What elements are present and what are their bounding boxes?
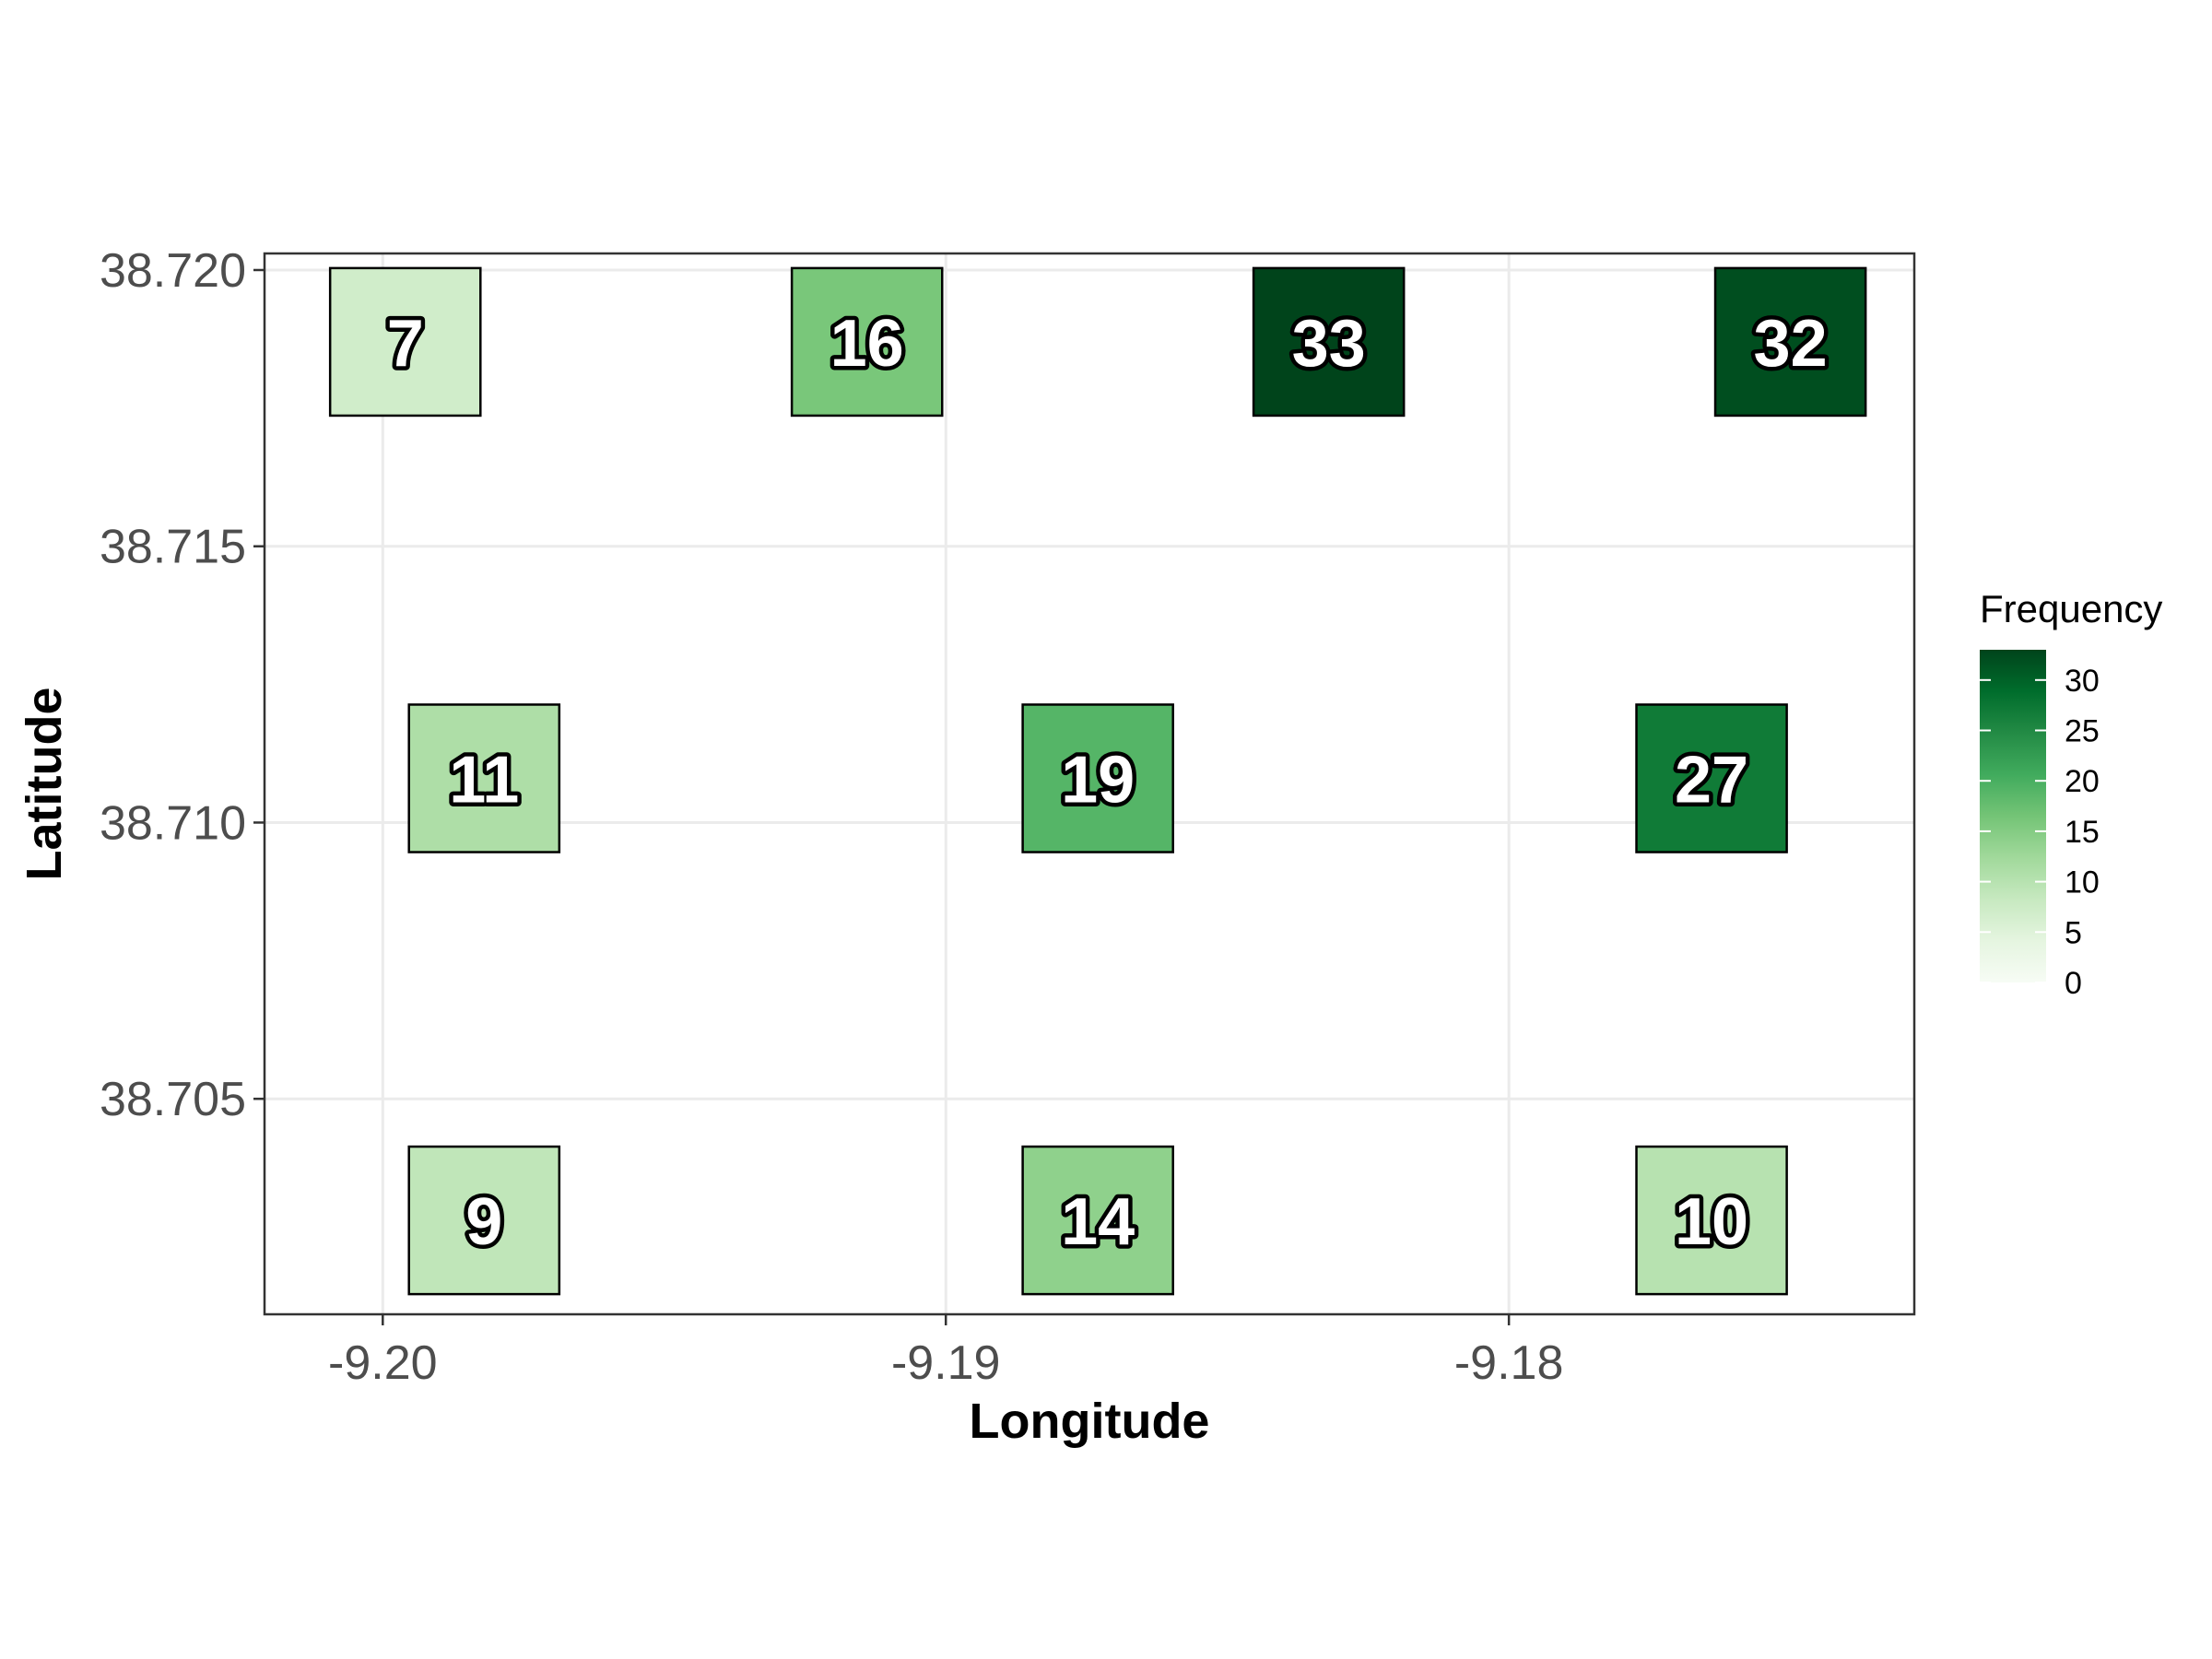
tile-value-label: 11 [449,744,519,818]
heatmap-tile [1021,703,1174,853]
tile-value-label: 32 [1754,307,1828,381]
x-tick-label: -9.19 [891,1336,1001,1390]
legend-title: Frequency [1980,587,2162,630]
tile-value-label: 7 [387,307,424,381]
legend-ticks: 0 5 10 15 20 25 30 [1980,664,2100,1001]
x-axis-title: Longitude [970,1394,1210,1449]
x-axis: -9.20 -9.19 -9.18 [328,1314,1563,1390]
heatmap-tile [1021,1145,1174,1296]
tile-value-label: 33 [1292,307,1366,381]
x-tick-label: -9.18 [1454,1336,1564,1390]
heatmap-tile [1635,1145,1788,1296]
y-axis: 38.705 38.710 38.715 38.720 [100,244,265,1126]
legend-tick-label: 25 [2065,714,2100,749]
legend: Frequency 0 5 10 15 20 25 30 [1980,587,2162,1001]
legend-colorbar [1980,650,2046,982]
heatmap-tile [790,266,944,418]
tile-value-label: 27 [1675,744,1748,818]
legend-tick-label: 5 [2065,915,2082,950]
legend-tick-label: 15 [2065,815,2100,850]
heatmap-tile [407,703,561,853]
legend-tick-label: 30 [2065,664,2100,699]
heatmap-tile [407,1145,561,1296]
tile-value-label: 14 [1061,1185,1135,1259]
tiles: 7 16 33 32 11 19 27 9 14 10 [328,266,1867,1296]
heatmap-tile [1635,703,1788,853]
tile-value-label: 19 [1061,744,1135,818]
tile-value-label: 9 [465,1185,502,1259]
y-tick-label: 38.720 [100,244,246,298]
legend-tick-label: 10 [2065,865,2100,900]
legend-tick-label: 20 [2065,764,2100,799]
y-tick-label: 38.710 [100,796,246,850]
heatmap-tile [328,266,482,418]
y-tick-label: 38.705 [100,1073,246,1126]
legend-tick-label: 0 [2065,966,2082,1001]
heatmap-tile [1252,266,1406,418]
heatmap-tile [1713,266,1867,418]
x-tick-label: -9.20 [328,1336,438,1390]
tile-value-label: 10 [1675,1185,1748,1259]
y-tick-label: 38.715 [100,521,246,574]
panel-border [263,252,1916,1316]
tile-value-label: 16 [830,307,904,381]
y-axis-title: Latitude [17,688,72,881]
